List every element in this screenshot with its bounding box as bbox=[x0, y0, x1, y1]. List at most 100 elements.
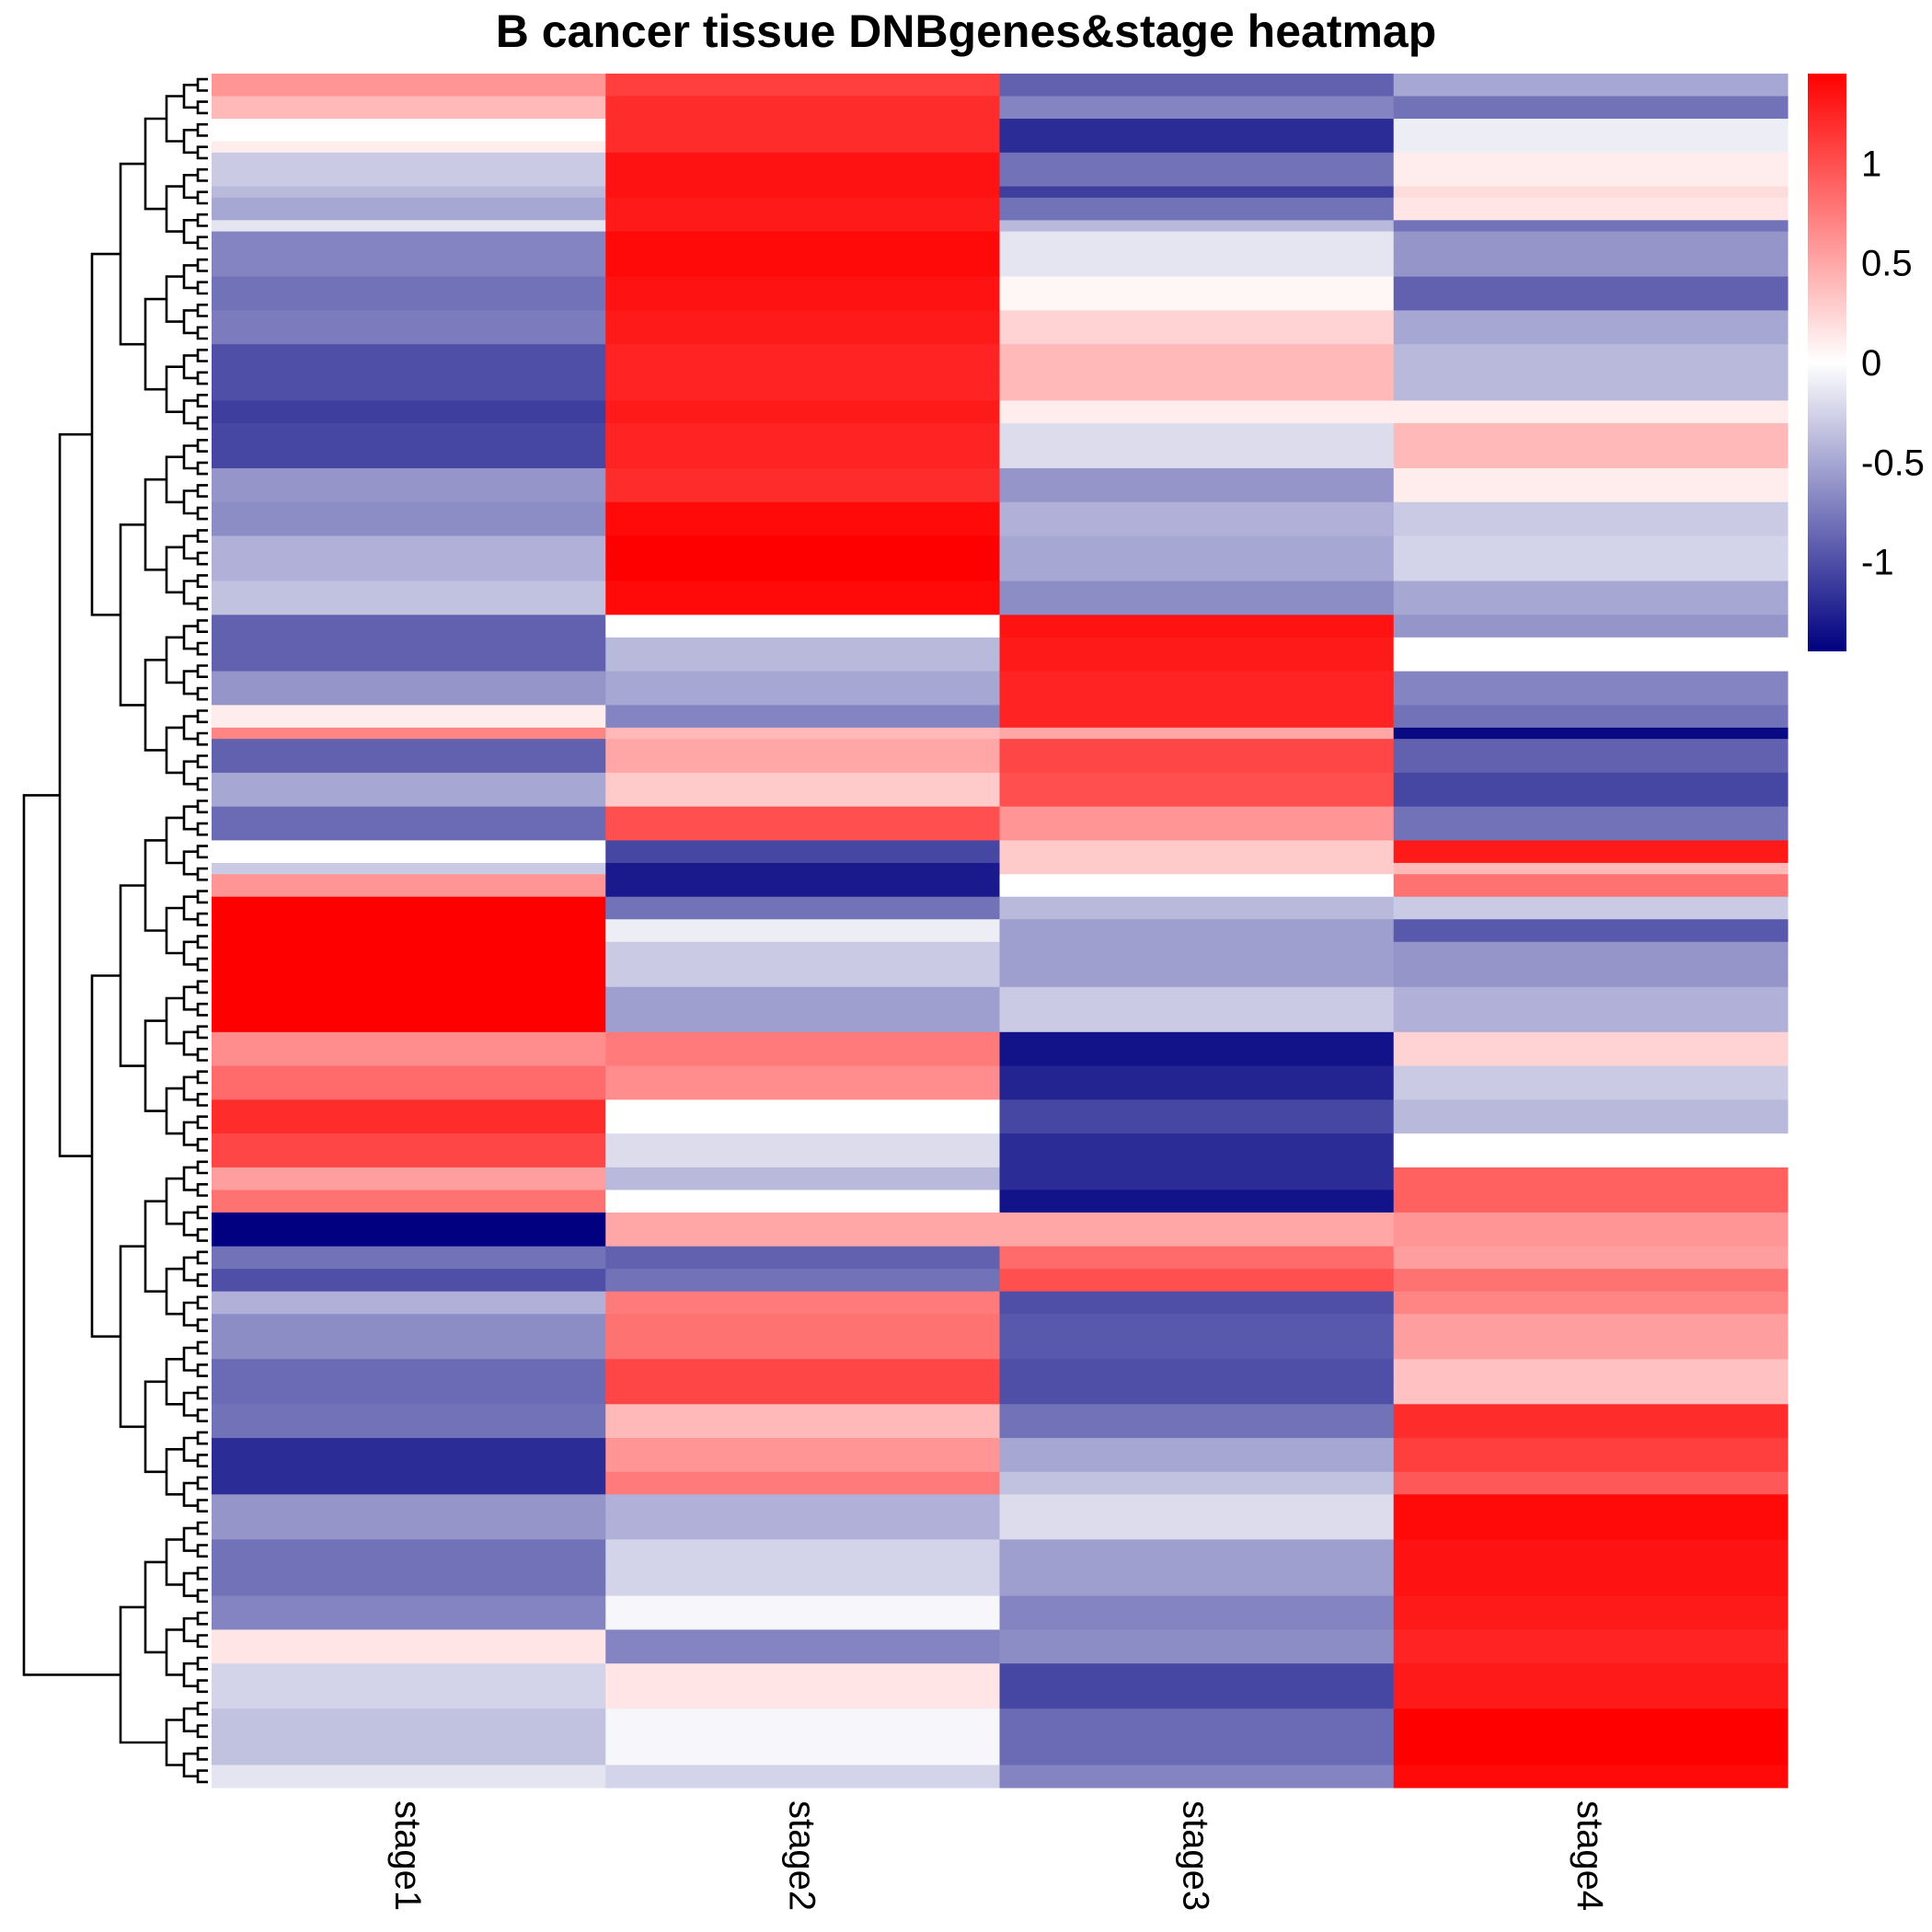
dendrogram-branch bbox=[165, 455, 184, 504]
heatmap-cell bbox=[1393, 1415, 1788, 1428]
heatmap-cell bbox=[605, 85, 1001, 98]
heatmap-cell bbox=[212, 637, 606, 650]
heatmap-cell bbox=[999, 1031, 1395, 1044]
heatmap-cell bbox=[1393, 422, 1788, 435]
heatmap-cell bbox=[605, 321, 1001, 334]
heatmap-cell bbox=[1393, 829, 1788, 842]
heatmap-cell bbox=[605, 1325, 1001, 1338]
heatmap-cell bbox=[999, 1471, 1395, 1484]
heatmap-cell bbox=[605, 615, 1001, 627]
dendrogram-branch bbox=[196, 1115, 208, 1130]
heatmap-cell bbox=[1393, 1595, 1788, 1608]
dendrogram-branch bbox=[196, 77, 208, 92]
heatmap-cell bbox=[1393, 1269, 1788, 1282]
heatmap-cell bbox=[999, 411, 1395, 424]
heatmap-cell bbox=[212, 1494, 606, 1507]
heatmap-cell bbox=[1393, 705, 1788, 718]
legend-tick-label: 0.5 bbox=[1861, 244, 1913, 284]
row-dendrogram bbox=[22, 77, 208, 1784]
heatmap-cell bbox=[1393, 1561, 1788, 1574]
dendrogram-branch bbox=[182, 174, 198, 200]
heatmap-cell bbox=[999, 604, 1395, 615]
heatmap-cell bbox=[212, 175, 606, 188]
heatmap-cell bbox=[1393, 739, 1788, 751]
heatmap-cell bbox=[605, 1708, 1001, 1721]
heatmap-cell bbox=[605, 1550, 1001, 1563]
heatmap-cell bbox=[999, 456, 1395, 469]
heatmap-cell bbox=[605, 1776, 1001, 1788]
dendrogram-branch bbox=[144, 1200, 167, 1293]
heatmap-cell bbox=[605, 694, 1001, 706]
heatmap-cell bbox=[1393, 130, 1788, 143]
heatmap-cell bbox=[1393, 1685, 1788, 1698]
heatmap-cell bbox=[1393, 941, 1788, 954]
heatmap-cell bbox=[999, 152, 1395, 165]
heatmap-cell bbox=[999, 1483, 1395, 1495]
heatmap-cell bbox=[999, 355, 1395, 368]
heatmap-cell bbox=[1393, 1719, 1788, 1732]
heatmap-cell bbox=[1393, 1054, 1788, 1067]
heatmap-cell bbox=[1393, 851, 1788, 864]
dendrogram-branch bbox=[196, 641, 208, 656]
heatmap-cell bbox=[999, 1167, 1395, 1179]
heatmap-cell bbox=[212, 1584, 606, 1597]
heatmap-cell bbox=[605, 1765, 1001, 1777]
heatmap-cell bbox=[1393, 1291, 1788, 1304]
dendrogram-branch bbox=[196, 1431, 208, 1445]
heatmap-cell bbox=[1393, 445, 1788, 458]
heatmap-cell bbox=[605, 1224, 1001, 1236]
heatmap-cell bbox=[212, 1381, 606, 1394]
heatmap-cell bbox=[999, 1190, 1395, 1202]
heatmap-cell bbox=[1393, 1393, 1788, 1405]
heatmap-cell bbox=[1393, 604, 1788, 615]
heatmap-cell bbox=[605, 310, 1001, 323]
heatmap-cell bbox=[1393, 209, 1788, 221]
heatmap-cell bbox=[605, 152, 1001, 165]
heatmap-cell bbox=[1393, 467, 1788, 480]
heatmap-cell bbox=[212, 1573, 606, 1585]
heatmap-cell bbox=[1393, 1201, 1788, 1213]
heatmap-cell bbox=[999, 524, 1395, 537]
heatmap-cell bbox=[605, 119, 1001, 131]
heatmap-cell bbox=[999, 941, 1395, 954]
dendrogram-branch bbox=[182, 1752, 198, 1777]
dendrogram-branch bbox=[182, 625, 198, 650]
heatmap-cell bbox=[999, 1640, 1395, 1653]
heatmap-cell bbox=[212, 366, 606, 379]
dendrogram-branch bbox=[196, 935, 208, 949]
heatmap-cell bbox=[1393, 411, 1788, 424]
heatmap-cell bbox=[212, 1742, 606, 1754]
heatmap-cell bbox=[999, 265, 1395, 278]
heatmap-cell bbox=[605, 513, 1001, 525]
heatmap-cell bbox=[212, 524, 606, 537]
heatmap-cell bbox=[605, 1190, 1001, 1202]
heatmap-cell bbox=[605, 1314, 1001, 1327]
heatmap-cell bbox=[999, 739, 1395, 751]
heatmap-cell bbox=[1393, 660, 1788, 673]
heatmap-cell bbox=[605, 1235, 1001, 1248]
heatmap-cell bbox=[999, 1528, 1395, 1540]
heatmap-cell bbox=[999, 501, 1395, 514]
heatmap-cell bbox=[999, 1606, 1395, 1619]
dendrogram-branch bbox=[182, 1121, 198, 1146]
heatmap-cell bbox=[999, 1121, 1395, 1134]
heatmap-cell bbox=[605, 1674, 1001, 1687]
dendrogram-branch bbox=[182, 895, 198, 921]
heatmap-cell bbox=[1393, 85, 1788, 98]
dendrogram-branch bbox=[90, 252, 121, 616]
heatmap-cell bbox=[605, 716, 1001, 729]
heatmap-cell bbox=[999, 1302, 1395, 1315]
heatmap-cell bbox=[605, 231, 1001, 244]
heatmap-cell bbox=[212, 1561, 606, 1574]
dendrogram-branch bbox=[196, 1250, 208, 1265]
column-label-stage1: stage1 bbox=[387, 1800, 428, 1911]
heatmap-cell bbox=[605, 1438, 1001, 1450]
heatmap-cell bbox=[212, 1336, 606, 1349]
heatmap-cell bbox=[212, 1719, 606, 1732]
heatmap-cell bbox=[212, 1460, 606, 1473]
heatmap-cell bbox=[605, 197, 1001, 210]
heatmap-cell bbox=[605, 389, 1001, 402]
heatmap-cell bbox=[605, 1269, 1001, 1282]
heatmap-cell bbox=[212, 1618, 606, 1631]
heatmap-cell bbox=[212, 242, 606, 255]
